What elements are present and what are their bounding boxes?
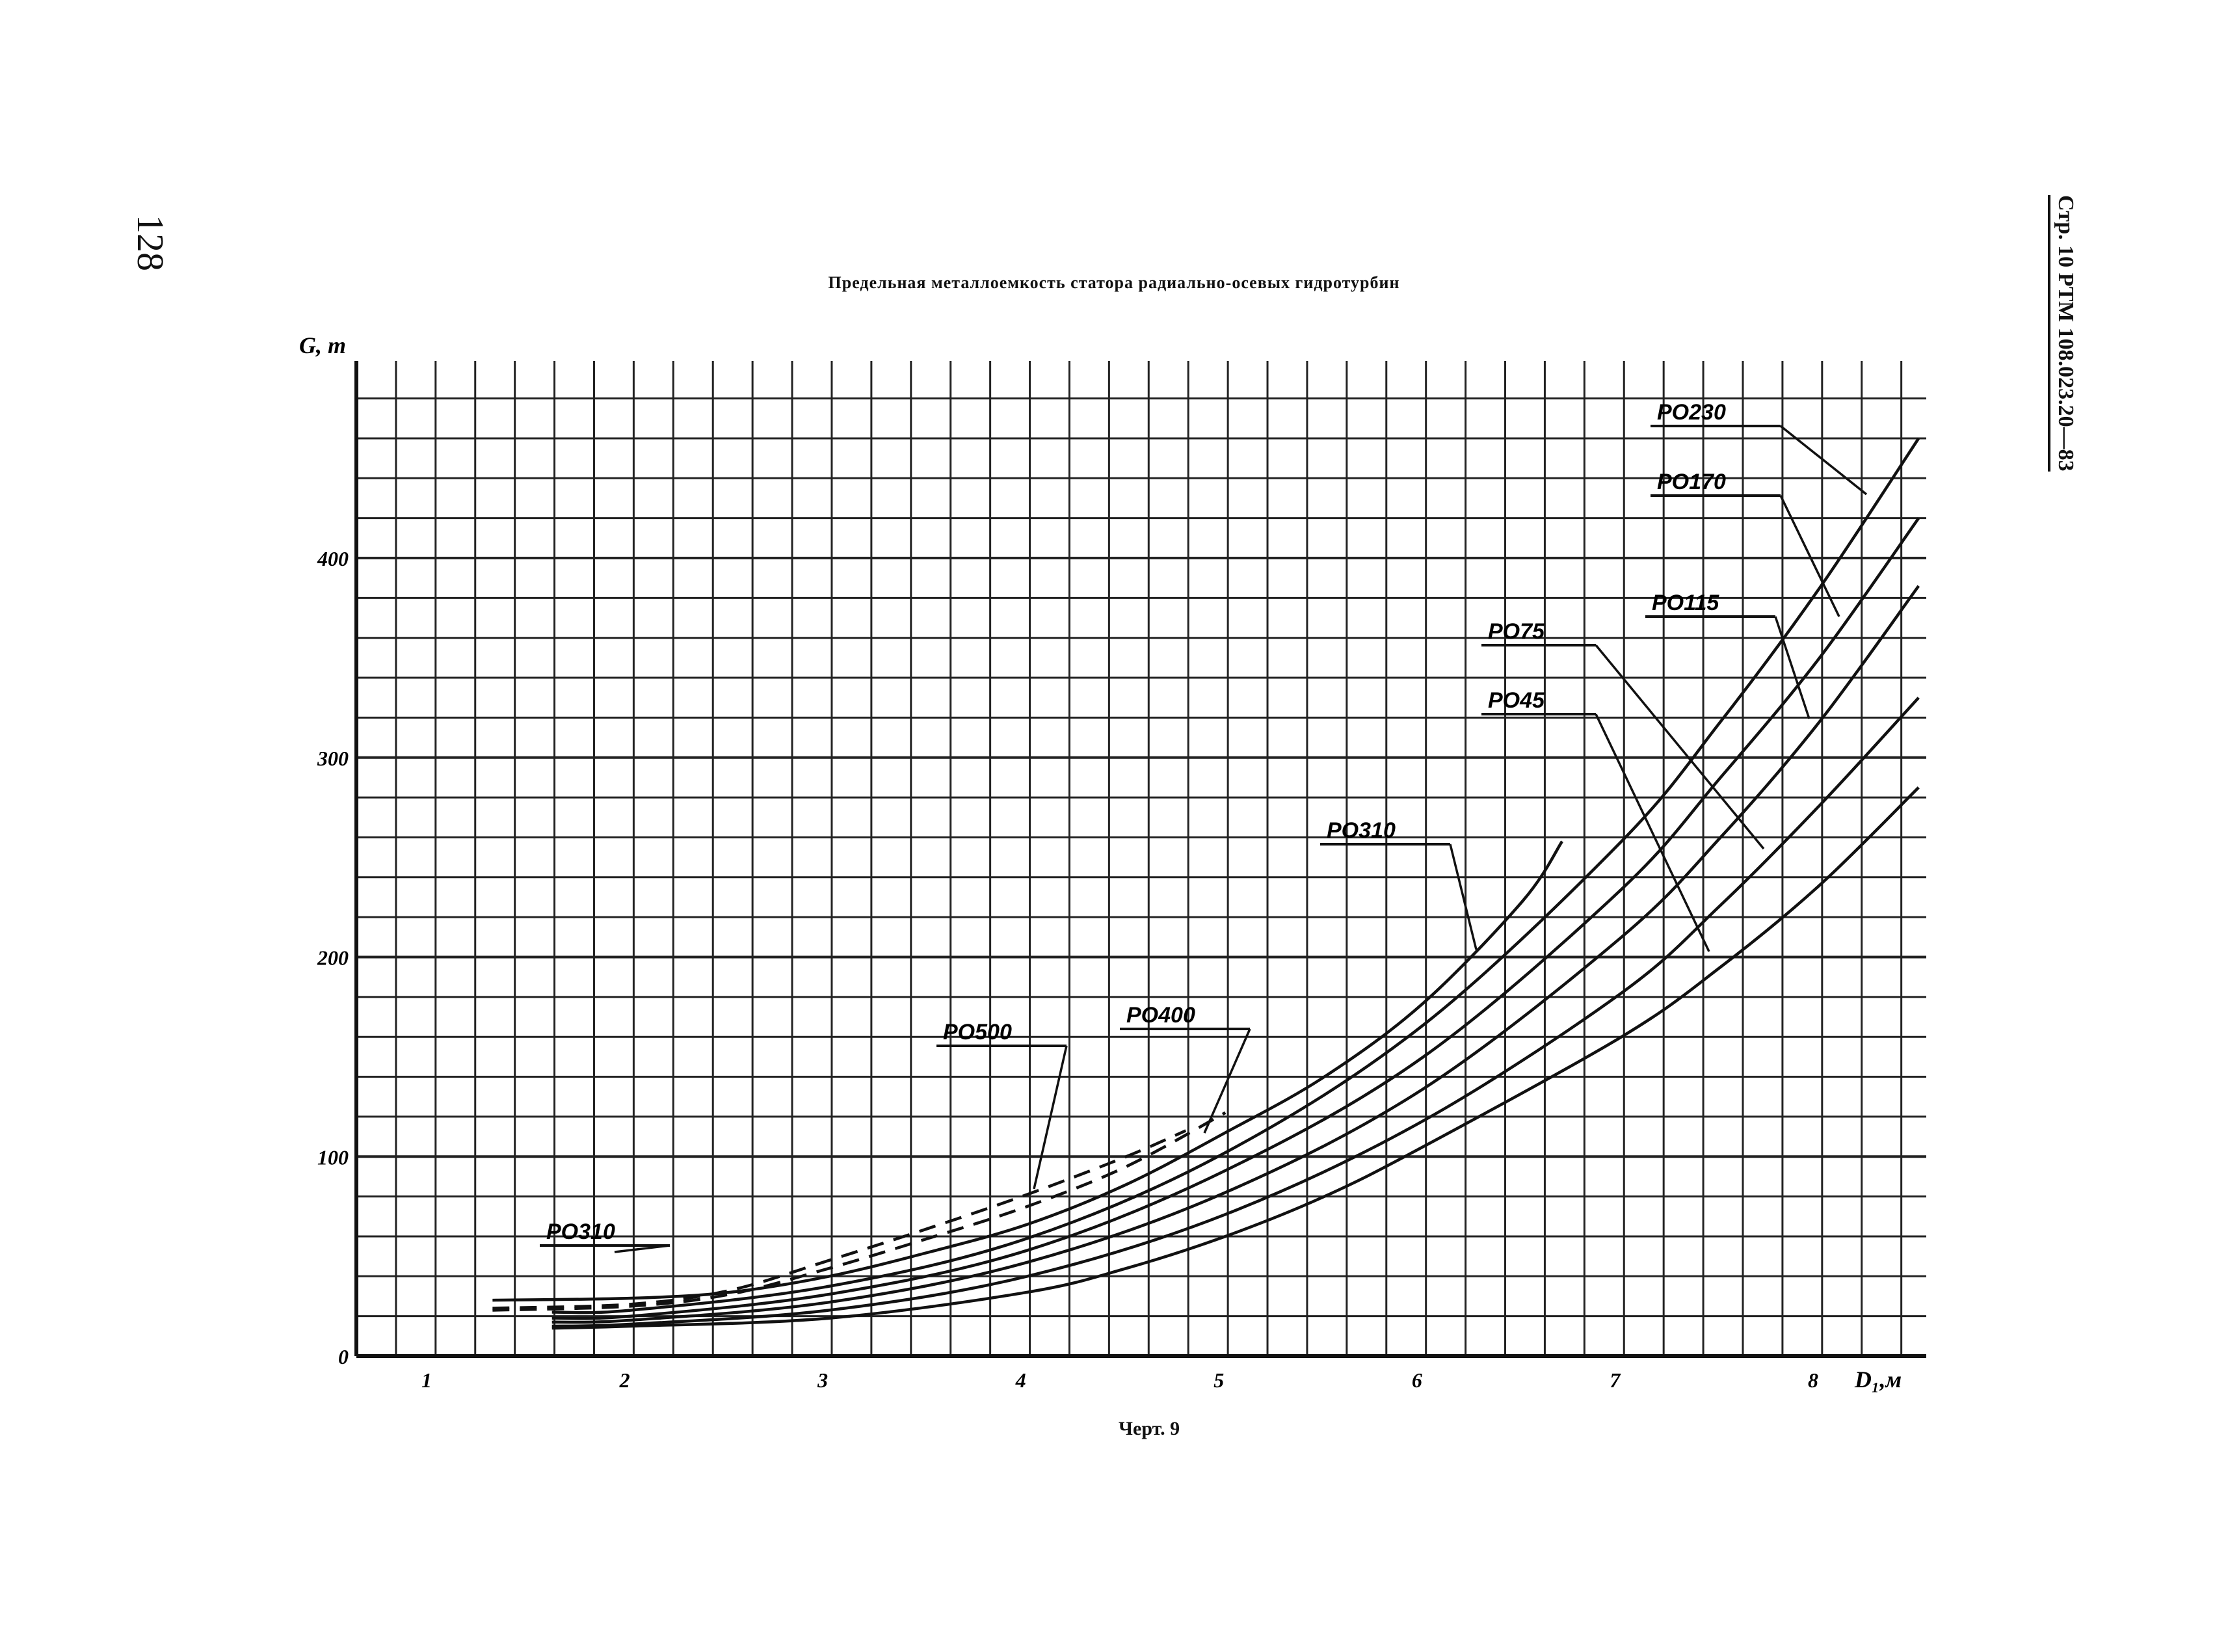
series-line-РО115 — [551, 585, 1920, 1324]
series-line-РО310 — [492, 840, 1563, 1302]
curve-label-РО115: РО115 — [1652, 591, 1719, 615]
curves — [492, 437, 1920, 1330]
series-line-РО170 — [551, 517, 1920, 1320]
leader-line — [1779, 495, 1840, 617]
curve-label-РО75: РО75 — [1488, 619, 1545, 644]
leader-line — [1203, 1028, 1251, 1134]
series-line-РО75 — [551, 697, 1920, 1328]
leader-line — [1779, 425, 1868, 496]
x-tick-label: 6 — [1412, 1368, 1422, 1392]
axes — [354, 361, 1926, 1358]
curve-label-РО500: РО500 — [943, 1020, 1012, 1045]
x-axis-label: D₁,м — [1854, 1366, 1902, 1392]
figure-caption: Черт. 9 — [1119, 1418, 1180, 1439]
y-tick-label: 100 — [317, 1145, 349, 1169]
y-tick-label: 0 — [338, 1345, 349, 1368]
tick-labels: 1 2 3 4 5 6 7 8 0 100 200 300 400 G, т D₁,м — [299, 332, 1902, 1392]
y-tick-label: 200 — [317, 946, 349, 970]
x-tick-label: 3 — [817, 1368, 828, 1392]
x-tick-label: 8 — [1808, 1368, 1818, 1392]
curve-label-РО310: РО310 — [1327, 818, 1396, 843]
y-tick-label: 300 — [317, 747, 349, 770]
leader-line — [614, 1244, 670, 1253]
series-line-РО45 — [551, 786, 1920, 1330]
chart-title: Предельная металлоемкость статора радиал… — [828, 273, 1400, 292]
y-axis-label: G, т — [299, 332, 346, 358]
leader-lines — [540, 425, 1868, 1253]
curve-label-РО170: РО170 — [1657, 470, 1726, 494]
series-line-РО500 — [492, 1129, 1187, 1310]
leader-line — [1033, 1045, 1068, 1190]
x-tick-label: 2 — [619, 1368, 630, 1392]
series-line-РО230 — [551, 437, 1920, 1314]
curve-label-РО230: РО230 — [1657, 400, 1726, 425]
curve-labels: РО230 РО170 РО115 РО75 РО45 РО310 РО500 РО400 РО… — [546, 400, 1726, 1244]
grid — [355, 361, 1926, 1357]
x-tick-label: 4 — [1015, 1368, 1026, 1392]
x-tick-label: 7 — [1610, 1368, 1621, 1392]
curve-label-РО400: РО400 — [1126, 1003, 1195, 1028]
leader-line — [1774, 616, 1810, 719]
x-tick-label: 5 — [1213, 1368, 1224, 1392]
leader-line — [1595, 644, 1765, 850]
curve-label-РО45: РО45 — [1488, 688, 1545, 713]
series-line-РО400 — [492, 1111, 1227, 1312]
leader-line — [1595, 713, 1710, 952]
curve-label-РО310: РО310 — [546, 1219, 615, 1244]
leader-line — [1449, 844, 1478, 950]
y-tick-label: 400 — [317, 547, 349, 570]
x-tick-label: 1 — [421, 1368, 432, 1392]
